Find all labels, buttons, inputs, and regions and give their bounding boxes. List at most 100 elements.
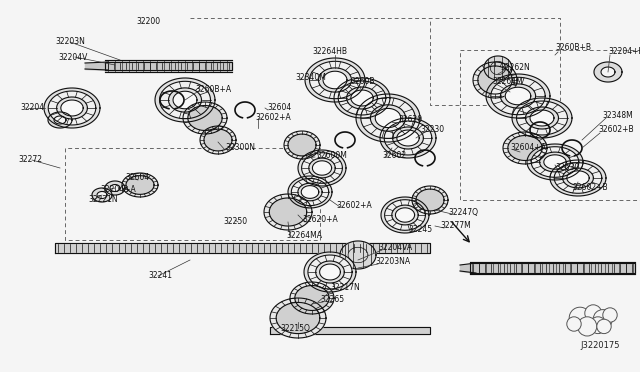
Polygon shape <box>470 263 635 273</box>
Polygon shape <box>305 58 365 102</box>
Text: 32600M: 32600M <box>316 151 347 160</box>
Polygon shape <box>601 67 615 77</box>
Text: 32277M: 32277M <box>440 221 471 231</box>
Polygon shape <box>486 74 550 118</box>
Polygon shape <box>304 252 356 292</box>
Polygon shape <box>110 185 120 192</box>
Text: 32245: 32245 <box>408 225 432 234</box>
Polygon shape <box>308 255 352 289</box>
Polygon shape <box>310 61 360 99</box>
Polygon shape <box>356 94 420 142</box>
Text: 32604: 32604 <box>267 103 291 112</box>
Polygon shape <box>484 56 512 80</box>
Text: 32221N: 32221N <box>88 196 118 205</box>
Text: 32264M: 32264M <box>492 77 523 87</box>
Text: 32602: 32602 <box>382 151 406 160</box>
Polygon shape <box>512 98 572 138</box>
Circle shape <box>603 308 617 322</box>
Text: 32604+A: 32604+A <box>510 144 546 153</box>
Polygon shape <box>301 153 342 183</box>
Polygon shape <box>525 107 559 129</box>
Text: 32620+A: 32620+A <box>302 215 338 224</box>
Polygon shape <box>361 97 415 138</box>
Text: 32264MA: 32264MA <box>286 231 322 240</box>
Polygon shape <box>516 101 568 135</box>
Text: 32265: 32265 <box>320 295 344 305</box>
Polygon shape <box>309 158 335 178</box>
Text: 32264HB: 32264HB <box>312 48 348 57</box>
Circle shape <box>578 317 597 336</box>
Polygon shape <box>319 68 351 92</box>
Polygon shape <box>396 208 415 222</box>
Text: 32630: 32630 <box>555 164 579 173</box>
Polygon shape <box>290 282 334 314</box>
Text: 32217N: 32217N <box>330 283 360 292</box>
Polygon shape <box>334 78 390 118</box>
Polygon shape <box>478 66 512 94</box>
Text: 32204VA: 32204VA <box>378 244 412 253</box>
Polygon shape <box>168 88 202 112</box>
Circle shape <box>596 319 611 334</box>
Polygon shape <box>508 135 542 160</box>
Text: 32204+B: 32204+B <box>608 48 640 57</box>
Text: 32620: 32620 <box>398 115 422 125</box>
Text: 32200: 32200 <box>136 17 160 26</box>
Polygon shape <box>122 173 158 197</box>
Polygon shape <box>527 144 583 180</box>
Polygon shape <box>295 286 329 311</box>
Polygon shape <box>56 97 88 119</box>
Polygon shape <box>126 176 154 194</box>
Polygon shape <box>55 243 430 253</box>
Circle shape <box>569 307 591 329</box>
Polygon shape <box>503 132 547 164</box>
Polygon shape <box>105 181 125 195</box>
Polygon shape <box>188 106 222 131</box>
Text: 32203NA: 32203NA <box>375 257 410 266</box>
Polygon shape <box>288 134 316 156</box>
Polygon shape <box>183 102 227 134</box>
Polygon shape <box>323 71 347 89</box>
Polygon shape <box>340 241 376 269</box>
Polygon shape <box>392 127 424 149</box>
Polygon shape <box>48 91 96 125</box>
Circle shape <box>593 310 612 329</box>
Text: 32203N: 32203N <box>55 38 85 46</box>
Polygon shape <box>97 192 107 199</box>
Polygon shape <box>92 188 112 202</box>
Polygon shape <box>316 261 344 283</box>
Polygon shape <box>385 200 426 230</box>
Polygon shape <box>105 62 232 70</box>
Polygon shape <box>338 81 386 115</box>
Polygon shape <box>288 176 332 208</box>
Polygon shape <box>473 62 517 98</box>
Polygon shape <box>381 197 429 233</box>
Polygon shape <box>298 183 322 201</box>
Text: 32602+B: 32602+B <box>598 125 634 135</box>
Text: 3260B+B: 3260B+B <box>555 44 591 52</box>
Text: 32604: 32604 <box>125 173 149 183</box>
Polygon shape <box>554 163 602 193</box>
Circle shape <box>589 317 607 334</box>
Polygon shape <box>264 194 312 230</box>
Polygon shape <box>416 189 444 211</box>
Polygon shape <box>44 88 100 128</box>
Polygon shape <box>371 105 406 131</box>
Polygon shape <box>491 77 545 115</box>
Polygon shape <box>312 161 332 175</box>
Polygon shape <box>392 205 418 225</box>
Polygon shape <box>375 108 401 128</box>
Polygon shape <box>505 87 531 105</box>
Polygon shape <box>173 91 197 109</box>
Polygon shape <box>531 147 579 177</box>
Polygon shape <box>270 298 326 338</box>
Text: J3220175: J3220175 <box>580 340 620 350</box>
Polygon shape <box>61 100 83 116</box>
Polygon shape <box>384 121 432 155</box>
Text: 32250: 32250 <box>223 218 247 227</box>
Polygon shape <box>550 160 606 196</box>
Polygon shape <box>204 129 232 151</box>
Text: 32247Q: 32247Q <box>448 208 478 217</box>
Text: 32241: 32241 <box>148 272 172 280</box>
Polygon shape <box>530 110 554 126</box>
Polygon shape <box>500 84 536 108</box>
